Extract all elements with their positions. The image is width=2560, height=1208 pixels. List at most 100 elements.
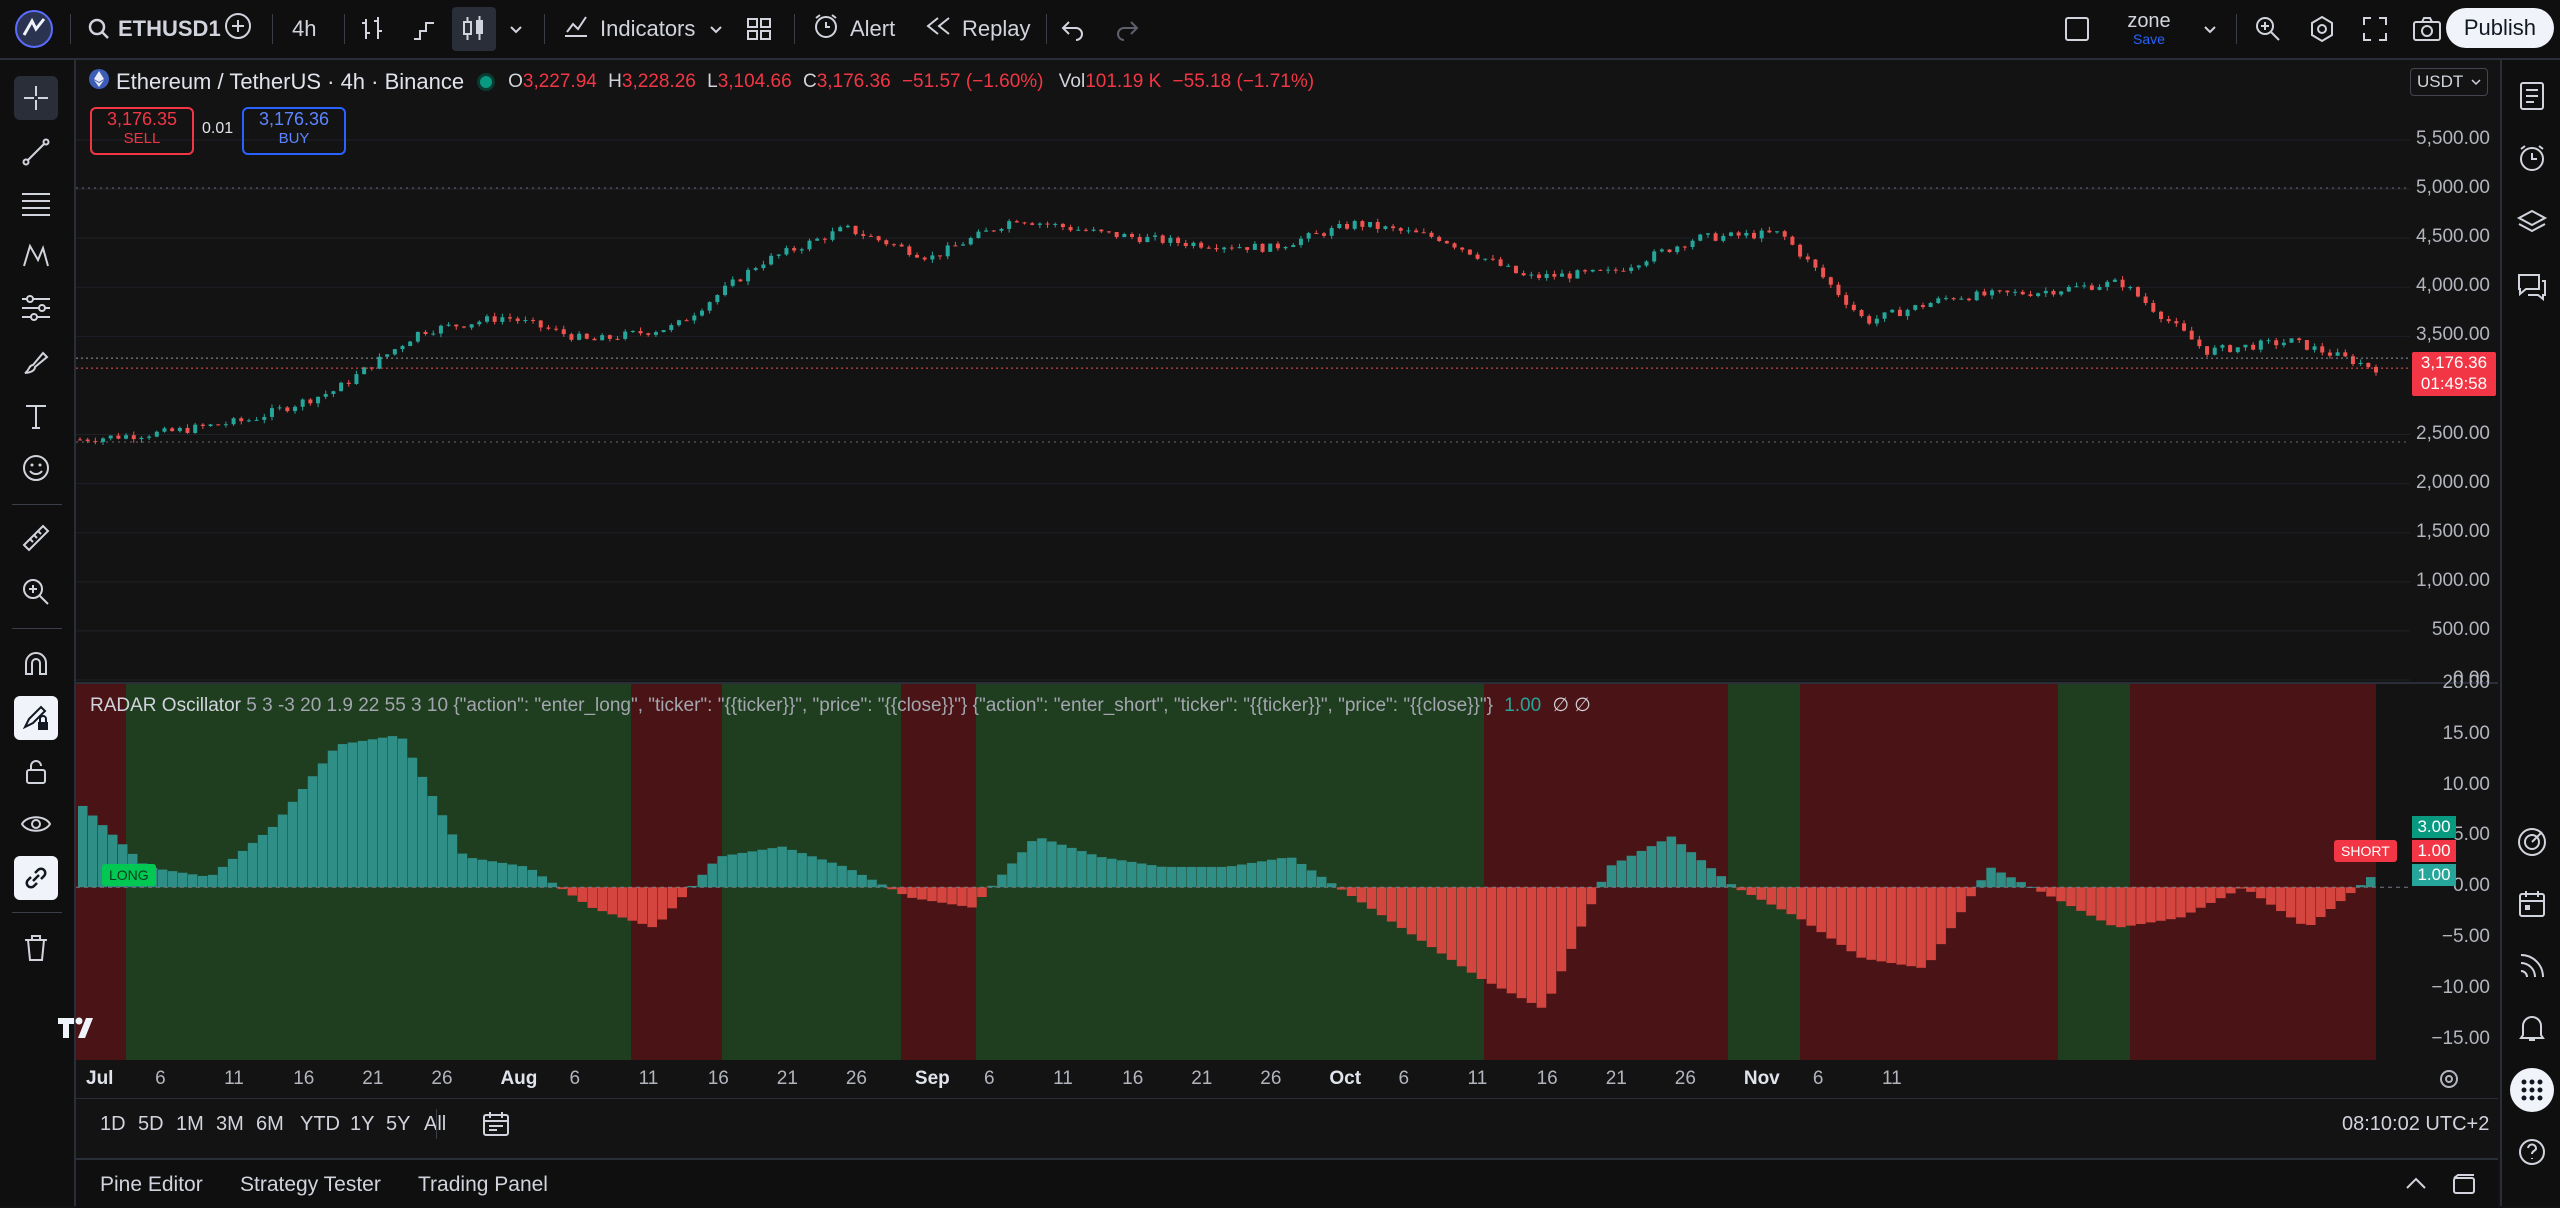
oscillator-tick-label: −5.00 <box>2441 926 2490 948</box>
range-button-1m[interactable]: 1M <box>176 1113 204 1135</box>
time-axis[interactable]: Jul 6 11 16 21 26 Aug 6 11 16 21 26 Sep 6 11 16 21 26 Oct 6… <box>76 1060 2498 1096</box>
histogram-bar <box>2166 887 2176 920</box>
chat-icon[interactable] <box>2510 264 2554 308</box>
publish-button[interactable]: Publish <box>2445 8 2554 48</box>
bearish-zone <box>901 684 976 1060</box>
layouts-grid-icon[interactable] <box>746 0 772 58</box>
histogram-bar <box>277 814 288 888</box>
symbol-title[interactable]: Ethereum / TetherUS · 4h · Binance <box>116 69 465 94</box>
candle-body <box>185 427 190 433</box>
target-icon[interactable] <box>2510 820 2554 864</box>
collapse-chevron-icon[interactable] <box>2404 1174 2428 1199</box>
redo-icon[interactable] <box>1114 0 1140 58</box>
time-tick-label: 16 <box>707 1068 729 1089</box>
oscillator-axis[interactable]: 20.00 15.00 10.00 5.00 0.00 −5.00 −10.00 −15.00… <box>2410 672 2498 1060</box>
candle-body <box>254 419 259 421</box>
layers-icon[interactable] <box>2510 200 2554 244</box>
oscillator-legend[interactable]: RADAR Oscillator 5 3 -3 20 1.9 22 55 3 1… <box>90 694 1591 717</box>
prediction-tool-icon[interactable] <box>14 286 58 330</box>
volume-change: −55.18 (−1.71%) <box>1172 71 1315 92</box>
watchlist-icon[interactable] <box>2510 74 2554 118</box>
compare-add-button[interactable] <box>224 0 252 58</box>
trash-icon[interactable] <box>14 926 58 970</box>
range-button-3m[interactable]: 3M <box>216 1113 244 1135</box>
histogram-bar <box>337 744 348 888</box>
date-range-calendar-icon[interactable] <box>482 1111 510 1142</box>
range-button-5d[interactable]: 5D <box>138 1113 164 1135</box>
pattern-tool-icon[interactable] <box>14 234 58 278</box>
currency-dropdown[interactable]: USDT <box>2410 68 2488 96</box>
camera-icon[interactable] <box>2412 0 2442 58</box>
range-button-1d[interactable]: 1D <box>100 1113 126 1135</box>
eye-icon[interactable] <box>14 802 58 846</box>
histogram-bar <box>797 853 807 888</box>
range-button-1y[interactable]: 1Y <box>350 1113 375 1135</box>
indicators-chevron-icon[interactable] <box>708 0 724 58</box>
notification-bell-icon[interactable] <box>2510 1006 2554 1050</box>
range-button-6m[interactable]: 6M <box>256 1113 284 1135</box>
tab-trading-panel[interactable]: Trading Panel <box>418 1173 548 1196</box>
zoom-in-icon[interactable] <box>14 570 58 614</box>
crosshair-tool-icon[interactable] <box>14 76 58 120</box>
range-button-5y[interactable]: 5Y <box>386 1113 411 1135</box>
line-break-icon[interactable] <box>410 0 438 58</box>
alert-button[interactable]: Alert <box>812 0 895 58</box>
bars-icon[interactable] <box>360 0 386 58</box>
brush-tool-icon[interactable] <box>14 340 58 384</box>
candle-body <box>415 331 420 342</box>
ruler-tool-icon[interactable] <box>14 516 58 560</box>
broadcast-icon[interactable] <box>2510 944 2554 988</box>
symbol-search[interactable]: ETHUSD1 <box>88 0 221 58</box>
buy-button[interactable]: 3,176.36 BUY <box>242 107 346 155</box>
chart-type-chevron-icon[interactable] <box>508 0 524 58</box>
histogram-bar <box>97 825 108 888</box>
lock-drawing-icon[interactable] <box>14 696 58 740</box>
quick-search-icon[interactable] <box>2254 0 2282 58</box>
replay-label: Replay <box>962 16 1031 41</box>
histogram-bar <box>2256 887 2266 899</box>
time-tick-label: 6 <box>1812 1068 1824 1089</box>
price-chart-pane[interactable] <box>76 60 2410 682</box>
interval-button[interactable]: 4h <box>292 16 317 41</box>
text-tool-icon[interactable] <box>14 394 58 438</box>
fib-tool-icon[interactable] <box>14 182 58 226</box>
apps-grid-icon[interactable] <box>2510 1068 2554 1112</box>
tab-strategy-tester[interactable]: Strategy Tester <box>240 1173 381 1196</box>
maximize-panel-icon[interactable] <box>2452 1174 2476 1201</box>
fullscreen-icon[interactable] <box>2362 0 2388 58</box>
magnet-icon[interactable] <box>14 642 58 686</box>
range-button-ytd[interactable]: YTD <box>300 1113 340 1135</box>
tab-pine-editor[interactable]: Pine Editor <box>100 1173 203 1196</box>
sell-button[interactable]: 3,176.35 SELL <box>90 107 194 155</box>
price-axis[interactable]: USDT 5,500.00 5,000.00 4,500.00 4,000.00 3,5… <box>2410 60 2498 689</box>
axis-settings-gear-icon[interactable] <box>2438 1068 2460 1095</box>
undo-icon[interactable] <box>1060 0 1086 58</box>
candle-body <box>2358 362 2363 365</box>
candle-body <box>1222 247 1227 250</box>
settings-gear-icon[interactable] <box>2308 0 2336 58</box>
link-icon[interactable] <box>14 856 58 900</box>
bearish-zone <box>631 684 722 1060</box>
clock-timezone[interactable]: 08:10:02 UTC+2 <box>2342 1113 2490 1135</box>
alerts-clock-icon[interactable] <box>2510 136 2554 180</box>
histogram-bar <box>677 887 687 898</box>
trend-line-tool-icon[interactable] <box>14 130 58 174</box>
replay-button[interactable]: Replay <box>924 0 1030 58</box>
oscillator-pane[interactable] <box>76 684 2410 1060</box>
emoji-tool-icon[interactable] <box>14 446 58 490</box>
candle-body <box>1130 234 1135 237</box>
histogram-bar <box>957 887 967 906</box>
layout-name-button[interactable]: zone Save <box>2124 0 2174 58</box>
help-icon[interactable] <box>2510 1130 2554 1174</box>
tradingview-logo-icon[interactable] <box>56 1014 102 1045</box>
indicators-button[interactable]: Indicators <box>562 0 695 58</box>
candles-icon[interactable] <box>452 7 496 51</box>
layout-square-icon[interactable] <box>2064 0 2090 58</box>
logo-avatar[interactable] <box>14 0 54 58</box>
calendar-icon[interactable] <box>2510 882 2554 926</box>
pane-divider[interactable] <box>76 682 2498 684</box>
range-button-all[interactable]: All <box>424 1113 446 1136</box>
plus-circle-icon <box>224 12 252 46</box>
lock-icon[interactable] <box>14 750 58 794</box>
layout-chevron-icon[interactable] <box>2202 0 2218 58</box>
